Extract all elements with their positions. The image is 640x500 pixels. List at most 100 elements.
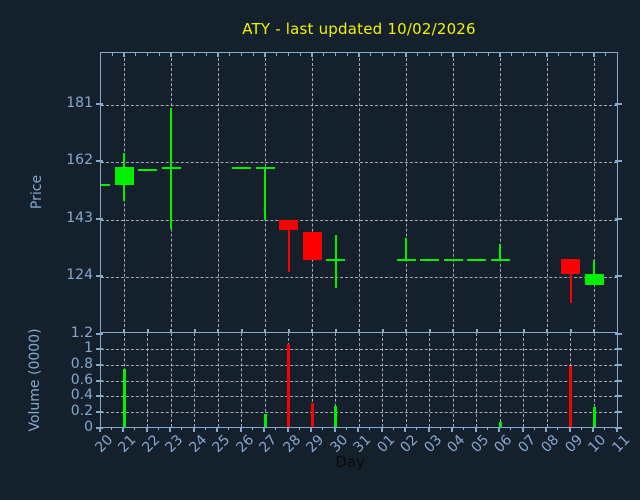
- candle-wick-day-02: [405, 237, 408, 261]
- candle-body-day-21: [114, 166, 134, 185]
- volume-bottom-tick: [263, 428, 266, 432]
- volume-bottom-tick: [486, 428, 488, 430]
- volume-ytick-label: 0.8: [70, 355, 93, 372]
- price-bottom-tick: [499, 329, 502, 332]
- price-top-tick: [264, 53, 267, 57]
- price-top-tick: [593, 53, 596, 57]
- price-gridline-v: [405, 53, 407, 332]
- volume-ytick-mark-right: [615, 411, 622, 413]
- volume-bottom-tick: [604, 428, 606, 430]
- price-bottom-tick: [217, 329, 220, 332]
- volume-bottom-tick: [110, 428, 112, 430]
- volume-bottom-tick: [416, 428, 418, 430]
- price-top-tick: [558, 53, 560, 56]
- volume-bar-day-27: [263, 414, 267, 427]
- candle-wick-day-06: [499, 243, 502, 261]
- volume-bottom-tick: [251, 428, 253, 430]
- volume-bottom-tick: [592, 428, 595, 432]
- price-top-tick: [123, 53, 126, 57]
- volume-bottom-tick: [474, 428, 477, 432]
- price-top-tick: [546, 53, 549, 57]
- volume-ytick-mark-right: [615, 426, 622, 429]
- price-top-tick: [217, 53, 220, 57]
- volume-bottom-tick: [510, 428, 512, 430]
- price-ytick-label: 143: [66, 209, 93, 226]
- volume-bottom-tick: [298, 428, 300, 430]
- price-bottom-tick: [358, 329, 361, 332]
- volume-bottom-tick: [568, 428, 571, 432]
- volume-bottom-tick: [169, 428, 172, 432]
- price-bottom-tick: [569, 329, 572, 332]
- price-top-tick: [523, 53, 525, 56]
- price-ytick-mark: [96, 275, 103, 277]
- price-top-tick: [511, 53, 513, 56]
- volume-bottom-tick: [239, 428, 242, 432]
- volume-bottom-tick: [122, 428, 125, 432]
- volume-gridline-v: [217, 333, 219, 427]
- volume-bottom-tick: [286, 428, 289, 432]
- volume-bottom-tick: [369, 428, 371, 430]
- candle-wick-day-28: [287, 219, 290, 273]
- volume-ytick-mark: [96, 363, 103, 366]
- price-top-tick: [158, 53, 160, 56]
- volume-bar-day-21: [122, 368, 126, 427]
- volume-bottom-tick: [157, 428, 159, 430]
- price-top-tick: [581, 53, 583, 56]
- price-top-tick: [135, 53, 137, 56]
- volume-gridline-v: [593, 333, 595, 427]
- price-ytick-mark: [96, 102, 103, 105]
- price-top-tick: [241, 53, 243, 56]
- price-ytick-mark-right: [615, 102, 622, 105]
- volume-ytick-mark: [96, 426, 103, 429]
- candle-doji-day-05: [467, 259, 487, 262]
- volume-gridline-v: [147, 333, 149, 427]
- candle-doji-day-20: [101, 183, 111, 186]
- price-top-tick: [487, 53, 489, 56]
- chart-title: ATY - last updated 10/02/2026: [242, 20, 476, 38]
- volume-ytick-mark: [96, 411, 103, 413]
- price-top-tick: [499, 53, 502, 57]
- price-top-tick: [194, 53, 196, 56]
- volume-ytick-mark: [96, 395, 103, 398]
- price-top-tick: [205, 53, 207, 56]
- price-bottom-tick: [405, 329, 408, 332]
- volume-bottom-tick: [580, 428, 582, 430]
- volume-gridline-v: [452, 333, 454, 427]
- price-plot: [100, 52, 618, 333]
- volume-bottom-tick: [557, 428, 559, 430]
- price-bottom-tick: [616, 329, 617, 332]
- price-bottom-tick: [193, 329, 196, 332]
- volume-ytick-label: 0.6: [70, 371, 93, 388]
- volume-gridline-v: [241, 333, 243, 427]
- x-axis-label: Day: [335, 453, 365, 471]
- volume-ytick-label: 0: [84, 418, 93, 435]
- price-top-tick: [252, 53, 254, 56]
- volume-bottom-tick: [322, 428, 324, 430]
- price-top-tick: [570, 53, 572, 56]
- volume-gridline-v: [523, 333, 525, 427]
- price-top-tick: [476, 53, 478, 56]
- volume-bar-day-30: [334, 405, 338, 427]
- volume-gridline-v: [170, 333, 172, 427]
- volume-ytick-mark: [96, 348, 103, 351]
- price-top-tick: [335, 53, 337, 56]
- price-top-tick: [276, 53, 278, 56]
- volume-bottom-tick: [345, 428, 347, 430]
- candle-wick-day-09: [569, 258, 572, 303]
- price-bottom-tick: [546, 329, 549, 332]
- volume-gridline-v: [476, 333, 478, 427]
- volume-bar-day-09: [569, 366, 573, 427]
- volume-bottom-tick: [333, 428, 336, 432]
- volume-bottom-tick: [357, 428, 360, 432]
- volume-bottom-tick: [615, 428, 618, 432]
- volume-ytick-mark-right: [615, 395, 622, 398]
- volume-gridline-v: [358, 333, 360, 427]
- volume-plot: [100, 333, 618, 428]
- price-top-tick: [405, 53, 408, 57]
- price-bottom-tick: [311, 329, 314, 332]
- price-top-tick: [111, 53, 113, 56]
- price-bottom-tick: [264, 329, 267, 332]
- price-top-tick: [440, 53, 442, 56]
- volume-bottom-tick: [498, 428, 501, 432]
- candle-doji-day-23: [161, 167, 181, 170]
